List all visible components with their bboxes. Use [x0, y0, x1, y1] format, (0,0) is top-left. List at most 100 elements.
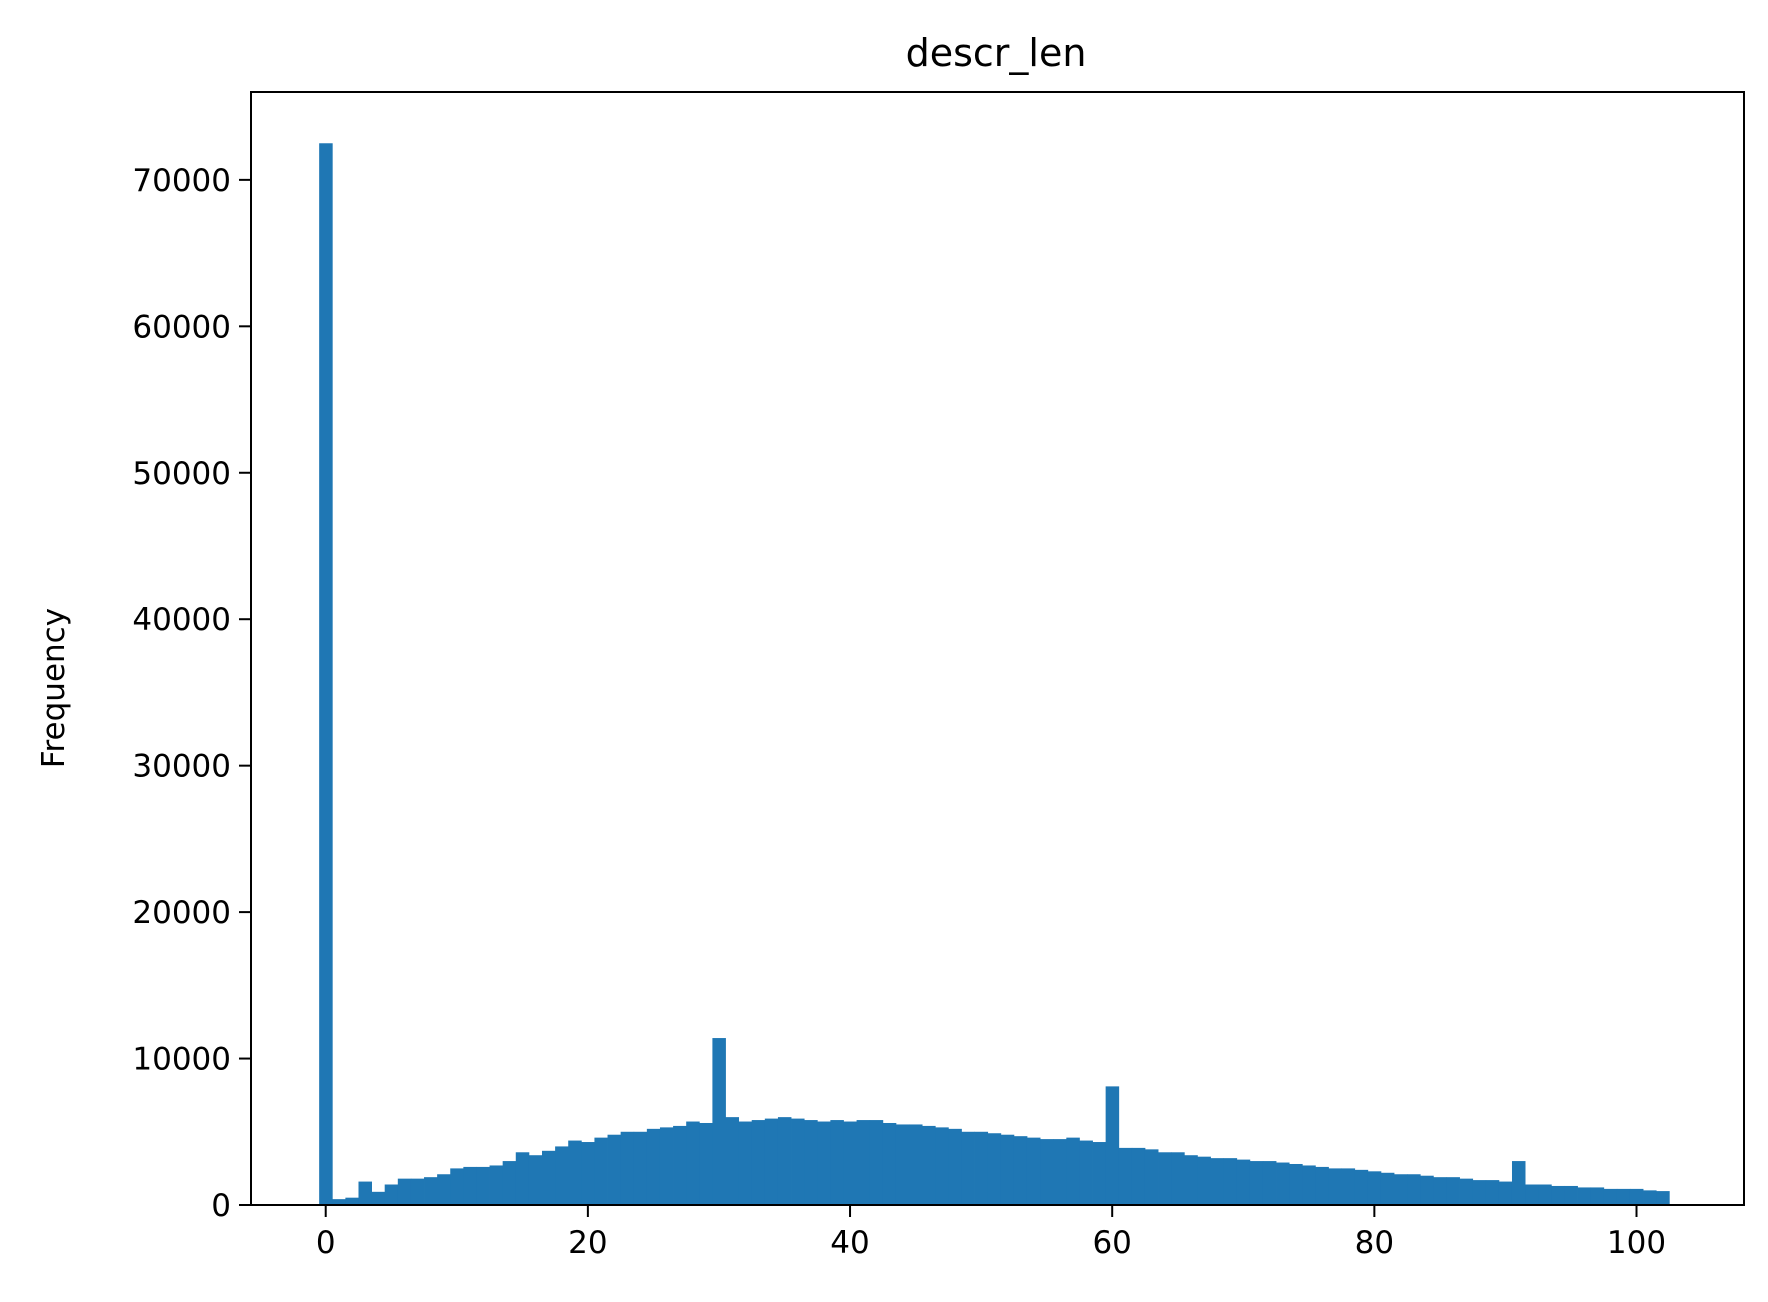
histogram-bar — [633, 1131, 648, 1205]
histogram-bar — [725, 1117, 740, 1205]
histogram-bar — [817, 1121, 831, 1205]
histogram-bar — [568, 1140, 582, 1205]
histogram-bar — [843, 1121, 857, 1205]
x-tick-label: 80 — [1355, 1225, 1394, 1261]
histogram-bar — [1420, 1175, 1434, 1205]
histogram-bar — [659, 1127, 674, 1205]
histogram-bar — [1262, 1161, 1277, 1205]
y-axis-label: Frequency — [36, 608, 72, 768]
histogram-bars — [319, 143, 1670, 1205]
histogram-bar — [922, 1125, 936, 1205]
histogram-bar — [751, 1120, 766, 1205]
y-tick-label: 10000 — [132, 1042, 231, 1078]
histogram-bar — [450, 1168, 464, 1205]
histogram-bar — [1394, 1174, 1408, 1205]
histogram-bar — [1131, 1147, 1146, 1205]
histogram-bar — [686, 1121, 700, 1205]
y-tick-label: 30000 — [132, 749, 231, 785]
y-tick-label: 0 — [211, 1188, 231, 1224]
x-tick-label: 60 — [1092, 1225, 1131, 1261]
histogram-bar — [463, 1166, 477, 1205]
histogram-bar — [712, 1038, 726, 1205]
histogram-bar — [1053, 1139, 1067, 1205]
y-tick-label: 60000 — [132, 309, 231, 345]
histogram-bar — [895, 1124, 910, 1205]
histogram-bar — [319, 143, 333, 1205]
histogram-bar — [1158, 1152, 1172, 1205]
histogram-bar — [581, 1142, 595, 1205]
histogram-bar — [777, 1117, 792, 1205]
y-axis-ticks: 0 10000 20000 30000 40000 50000 60000 70000 — [132, 163, 251, 1224]
x-tick-label: 40 — [830, 1225, 869, 1261]
histogram-bar — [410, 1178, 425, 1205]
y-tick-label: 40000 — [132, 602, 231, 638]
histogram-bar — [1210, 1158, 1225, 1205]
histogram-bar — [371, 1191, 386, 1205]
histogram-bar — [607, 1134, 622, 1205]
histogram-bar — [424, 1177, 438, 1205]
histogram-bar — [1525, 1184, 1539, 1205]
histogram-bar — [1236, 1159, 1251, 1205]
chart-title: descr_len — [906, 31, 1087, 75]
histogram-bar — [935, 1127, 949, 1205]
histogram-bar — [1315, 1166, 1329, 1205]
histogram-bar — [1341, 1168, 1356, 1205]
histogram-bar — [987, 1133, 1002, 1205]
histogram-bar — [437, 1174, 451, 1205]
histogram-bar — [1184, 1155, 1198, 1205]
histogram-bar — [1603, 1188, 1618, 1205]
histogram-bar — [882, 1122, 897, 1205]
histogram-bar — [1407, 1174, 1421, 1205]
histogram-bar — [1551, 1185, 1565, 1205]
histogram-bar — [1026, 1137, 1041, 1205]
histogram-bar — [1354, 1169, 1369, 1205]
histogram-bar — [502, 1161, 517, 1205]
histogram-bar — [1629, 1188, 1644, 1205]
histogram-bar — [1577, 1187, 1592, 1205]
histogram-bar — [1092, 1142, 1107, 1205]
histogram-bar — [528, 1155, 543, 1205]
histogram-bar — [1328, 1168, 1342, 1205]
histogram-bar — [1538, 1184, 1552, 1205]
histogram-bar — [358, 1181, 372, 1205]
histogram-bar — [542, 1150, 556, 1205]
histogram-bar — [1000, 1134, 1015, 1205]
histogram-bar — [909, 1124, 923, 1205]
histogram-bar — [1040, 1139, 1054, 1205]
histogram-bar — [1564, 1185, 1578, 1205]
y-tick-label: 70000 — [132, 163, 231, 199]
histogram-bar — [1249, 1161, 1264, 1205]
histogram-bar — [620, 1131, 635, 1205]
histogram-bar — [1144, 1149, 1159, 1205]
histogram-bar — [974, 1131, 989, 1205]
plot-area-frame — [250, 91, 1745, 1206]
histogram-bar — [791, 1118, 805, 1205]
histogram-bar — [1013, 1136, 1028, 1205]
x-axis-ticks: 0 20 40 60 80 100 — [316, 1205, 1666, 1261]
histogram-bar — [332, 1199, 346, 1205]
histogram-bar — [764, 1118, 779, 1205]
histogram-bar — [476, 1166, 490, 1205]
histogram-bar — [804, 1120, 818, 1205]
x-tick-label: 0 — [316, 1225, 336, 1261]
histogram-bar — [948, 1128, 962, 1205]
histogram-bar — [1472, 1180, 1487, 1205]
histogram-bar — [699, 1122, 713, 1205]
histogram-bar — [856, 1120, 871, 1205]
histogram-bar — [1197, 1156, 1211, 1205]
histogram-bar — [1066, 1137, 1080, 1205]
histogram-bar — [1276, 1162, 1290, 1205]
histogram-bar — [1446, 1177, 1460, 1205]
histogram-bar — [830, 1120, 844, 1205]
y-tick-label: 20000 — [132, 895, 231, 931]
histogram-bar — [1171, 1152, 1185, 1205]
histogram-bar — [1485, 1180, 1500, 1205]
histogram-bar — [673, 1125, 687, 1205]
histogram-bar — [489, 1165, 504, 1205]
histogram-bar — [1656, 1191, 1670, 1205]
histogram-bar — [1590, 1187, 1605, 1205]
histogram-bar — [397, 1178, 412, 1205]
histogram-bar — [869, 1120, 884, 1205]
histogram-bar — [1289, 1163, 1303, 1205]
